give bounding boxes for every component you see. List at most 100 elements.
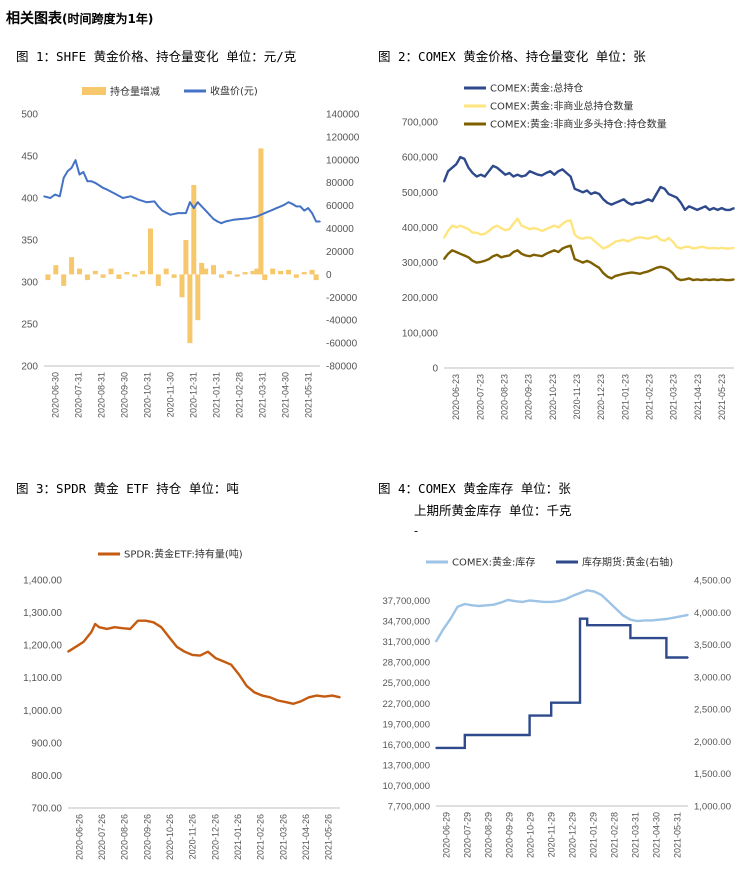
fig4-line-shfe-point-16 xyxy=(564,701,567,704)
fig2-line-0-point-34 xyxy=(582,191,584,194)
fig1-bar-23 xyxy=(203,268,209,275)
fig4-line-comex-point-31 xyxy=(658,618,660,621)
fig2-line-1-point-31 xyxy=(569,219,572,222)
fig3-x-axis-tick-7: 2021-01-26 xyxy=(233,814,243,860)
fig3-y-axis-tick-1: 800.00 xyxy=(31,771,62,782)
fig1-bar-20 xyxy=(191,185,197,275)
fig3-line-spdr-point-9 xyxy=(129,628,131,630)
fig2-line-2-point-39 xyxy=(602,272,605,274)
fig4-line-comex-point-23 xyxy=(600,594,603,596)
fig1-bar-2 xyxy=(61,274,67,286)
fig2-line-1-point-57 xyxy=(676,246,678,248)
fig1-left-axis-tick-0: 200 xyxy=(21,362,38,373)
fig1-line-close-point-24 xyxy=(169,214,171,216)
fig1-x-axis-tick-4: 2020-10-31 xyxy=(143,372,153,418)
fig1-line-close-point-53 xyxy=(311,212,313,214)
fig4-line-comex-point-30 xyxy=(651,619,653,622)
fig2-line-2-point-53 xyxy=(659,266,662,268)
fig2-line-1-point-55 xyxy=(667,237,670,239)
fig2-line-2-point-22 xyxy=(533,254,535,256)
fig2-line-1-point-9 xyxy=(480,233,482,236)
fig1-bar-3 xyxy=(69,257,75,275)
fig2-line-2-point-49 xyxy=(643,271,645,274)
fig2-y-axis-tick-0: 0 xyxy=(432,364,438,375)
fig3-line-spdr xyxy=(67,619,341,705)
fig1-bar-0 xyxy=(45,274,51,281)
fig1-left-axis-tick-3: 350 xyxy=(21,236,38,247)
fig2-x-axis-tick-3: 2020-09-23 xyxy=(524,374,534,420)
fig2-line-0-point-38 xyxy=(598,193,600,195)
fig2-line-1-point-37 xyxy=(594,240,596,243)
fig4-line-shfe-point-8 xyxy=(507,734,509,736)
fig1-line-close-point-50 xyxy=(299,205,302,208)
fig2-line-1-point-33 xyxy=(578,237,580,239)
fig4-line-comex-point-26 xyxy=(622,614,624,617)
fig4-left-axis-tick-8: 31,700,000 xyxy=(382,637,430,648)
fig2-y-axis-tick-3: 300,000 xyxy=(402,258,439,269)
fig4-line-shfe-point-5 xyxy=(485,734,488,736)
fig1-line-close-point-41 xyxy=(264,212,266,214)
fig1-line-close-point-11 xyxy=(90,180,93,182)
fig2-line-0-point-70 xyxy=(729,209,731,211)
fig2-line-2-point-37 xyxy=(594,264,596,267)
fig2-line-0-point-25 xyxy=(545,172,547,174)
fig1-line-close-point-7 xyxy=(74,159,77,161)
fig2-line-1-point-38 xyxy=(598,244,600,246)
fig4-x-axis-tick-0: 2020-06-29 xyxy=(442,812,452,858)
fig3-line-spdr-point-7 xyxy=(113,626,116,628)
fig2-line-1-point-22 xyxy=(533,227,535,229)
fig1-line-close-point-18 xyxy=(129,195,132,198)
fig4-line-shfe-point-24 xyxy=(622,624,624,626)
fig4-line-shfe-point-15 xyxy=(557,701,560,704)
fig4-line-shfe-point-29 xyxy=(658,637,660,639)
fig2-y-axis-tick-4: 400,000 xyxy=(402,223,439,234)
fig2-line-1-point-44 xyxy=(622,238,625,241)
fig1-bar-10 xyxy=(124,272,130,275)
fig2-line-1-point-21 xyxy=(529,228,531,230)
fig2-line-2-point-29 xyxy=(561,247,564,250)
fig1-line-close-point-0 xyxy=(43,195,45,198)
fig1-bar-4 xyxy=(77,268,82,275)
fig2-line-0-point-28 xyxy=(557,170,560,172)
fig2-line-1-point-6 xyxy=(467,228,470,230)
fig2-line-1-point-54 xyxy=(663,240,666,242)
fig2-line-1-point-13 xyxy=(496,224,498,227)
fig2-line-0-point-46 xyxy=(631,203,633,206)
fig4-left-axis-tick-1: 10,700,000 xyxy=(382,781,430,792)
fig2-line-1-point-35 xyxy=(586,236,588,239)
fig2-line-0-point-48 xyxy=(639,202,641,204)
fig1-line-close-point-43 xyxy=(271,209,274,211)
fig2-line-2-point-5 xyxy=(463,254,466,257)
fig4-line-comex-point-16 xyxy=(550,601,552,603)
fig1-bar-30 xyxy=(254,268,260,275)
fig2-line-1-point-8 xyxy=(475,231,478,234)
fig4-line-comex-point-1 xyxy=(442,628,444,631)
fig1-bar-35 xyxy=(286,269,291,275)
fig1-line-close-point-45 xyxy=(279,205,282,208)
fig2-line-0-point-47 xyxy=(635,202,637,204)
fig2-line-1-point-68 xyxy=(720,247,723,249)
fig2-line-2-point-34 xyxy=(582,261,584,264)
fig4-line-shfe-point-32 xyxy=(680,656,682,659)
fig2-line-2-point-56 xyxy=(671,272,674,274)
fig2-line-0-point-71 xyxy=(733,207,735,209)
fig4-line-comex xyxy=(434,589,689,643)
fig2-x-axis-tick-0: 2020-06-23 xyxy=(451,374,461,420)
fig2-line-1-point-10 xyxy=(484,233,486,235)
fig3-line-spdr-point-25 xyxy=(253,691,256,694)
fig4-left-axis-tick-6: 25,700,000 xyxy=(382,678,430,689)
fig1-bar-15 xyxy=(163,268,169,275)
fig2-line-0-point-67 xyxy=(716,209,719,211)
fig3-x-axis-tick-2: 2020-08-26 xyxy=(120,814,130,860)
fig2-line-1-point-65 xyxy=(708,247,711,250)
fig2-line-2-point-51 xyxy=(651,268,654,271)
fig3-x-axis-tick-6: 2020-12-26 xyxy=(210,814,220,860)
fig1-x-axis-tick-11: 2021-05-31 xyxy=(304,372,314,418)
fig1-chart: 200 250 300 350 400 450 500 -80000 -60000 -40000 -… xyxy=(21,85,359,419)
fig2-line-0-point-37 xyxy=(594,191,596,194)
fig2-line-2-point-8 xyxy=(475,261,478,264)
fig3-line-spdr-point-23 xyxy=(238,673,240,676)
fig1-line-close-point-26 xyxy=(185,212,187,214)
fig2-x-axis-tick-5: 2020-11-23 xyxy=(572,374,582,419)
fig4-line-shfe-point-25 xyxy=(629,637,632,639)
